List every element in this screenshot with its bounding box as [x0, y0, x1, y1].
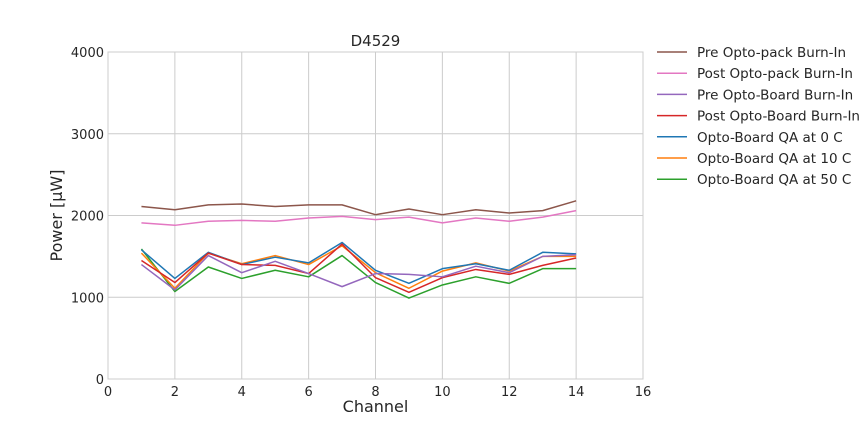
- legend-label: Opto-Board QA at 0 C: [697, 130, 843, 146]
- legend: Pre Opto-pack Burn-In Post Opto-pack Burn…: [657, 45, 860, 188]
- series-line: [140, 248, 577, 299]
- y-tick-label: 2000: [71, 210, 104, 225]
- legend-label: Post Opto-Board Burn-In: [697, 109, 860, 125]
- axis-ticks: 0 2 4 6 8 10 12 14 16 0 1000 2000 3000 4000: [71, 46, 651, 400]
- y-tick-label: 4000: [71, 46, 104, 61]
- legend-label: Pre Opto-Board Burn-In: [697, 87, 853, 103]
- series-line: [140, 253, 577, 291]
- series-line: [141, 209, 577, 227]
- plot-frame: [107, 51, 644, 380]
- x-tick-label: 14: [568, 385, 585, 400]
- x-tick-label: 12: [501, 385, 518, 400]
- x-tick-label: 8: [371, 385, 379, 400]
- y-tick-label: 1000: [71, 291, 104, 306]
- x-axis-label: Channel: [343, 397, 409, 416]
- x-tick-label: 2: [171, 385, 179, 400]
- y-tick-label: 0: [96, 373, 104, 388]
- chart-title: D4529: [351, 32, 401, 50]
- x-tick-label: 4: [238, 385, 246, 400]
- x-tick-label: 16: [635, 385, 652, 400]
- legend-label: Post Opto-pack Burn-In: [697, 66, 853, 82]
- series-line: [141, 200, 577, 216]
- series-lines: [140, 200, 577, 299]
- y-axis-label: Power [μW]: [47, 170, 66, 262]
- x-tick-label: 0: [104, 385, 112, 400]
- legend-label: Opto-Board QA at 50 C: [697, 172, 851, 188]
- y-tick-label: 3000: [71, 128, 104, 143]
- series-line: [141, 243, 577, 294]
- x-tick-label: 6: [304, 385, 312, 400]
- series-line: [140, 241, 577, 285]
- legend-label: Opto-Board QA at 10 C: [697, 151, 851, 167]
- x-tick-label: 10: [434, 385, 451, 400]
- grid: [107, 51, 644, 380]
- legend-label: Pre Opto-pack Burn-In: [697, 45, 846, 61]
